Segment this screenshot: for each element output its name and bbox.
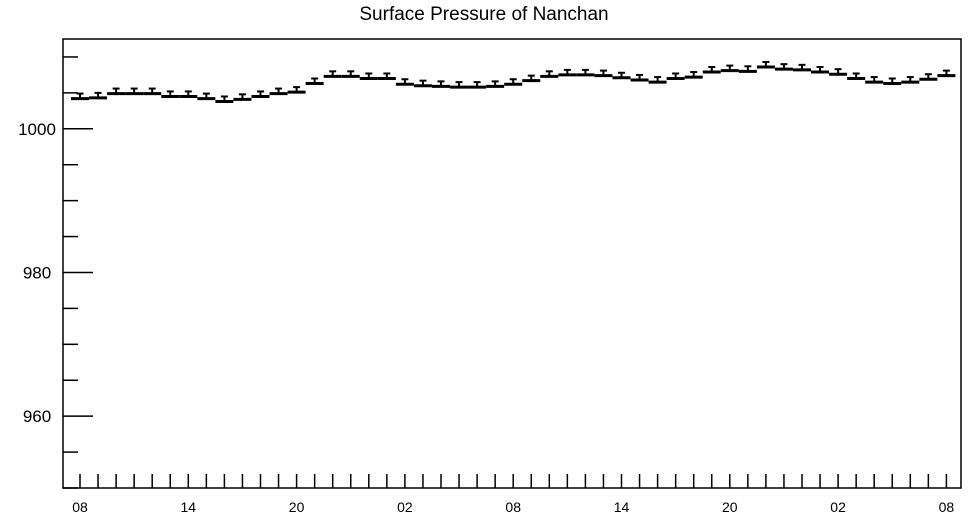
data-point [251,90,270,98]
data-point [89,91,108,100]
data-point [901,76,920,84]
data-point [305,77,324,86]
y-tick-label: 1000 [18,120,56,139]
data-point [161,90,180,98]
data-point [341,70,360,78]
data-point [143,87,162,96]
data-point [413,79,432,88]
data-point [359,72,378,81]
x-tick-label: 20 [722,499,738,515]
data-point [395,78,414,86]
x-tick-label: 08 [939,499,955,515]
data-point [937,69,956,78]
plot-frame [62,38,962,489]
data-point [107,87,126,96]
data-point [269,87,288,96]
data-point [323,70,342,78]
x-tick-label: 02 [830,499,846,515]
data-point [179,90,198,98]
data-point [504,78,523,86]
data-point [738,65,757,73]
data-point [666,72,685,81]
x-tick-label: 20 [289,499,305,515]
data-point [919,73,938,81]
data-point [811,66,830,74]
data-point [720,64,739,73]
data-point [865,76,884,84]
data-point [377,72,396,81]
data-point [883,77,902,86]
data-point [468,81,487,89]
data-point [774,63,793,71]
data-point [71,92,89,101]
x-tick-label: 14 [614,499,630,515]
data-point [847,72,866,81]
chart-title: Surface Pressure of Nanchan [359,4,609,25]
data-point [450,81,469,89]
x-tick-label: 08 [505,499,521,515]
data-point [125,87,144,96]
data-point [432,80,450,88]
x-tick-label: 14 [181,499,197,515]
data-point [486,80,505,88]
data-point [287,86,306,94]
data-point [522,74,541,83]
data-point [197,92,216,101]
x-tick-label: 08 [72,499,88,515]
x-tick-label: 02 [397,499,413,515]
data-point [594,69,613,78]
data-series [71,60,956,104]
data-point [630,73,649,82]
data-point [829,68,848,76]
data-point [702,66,721,74]
y-tick-label: 960 [23,407,51,426]
data-point [233,93,252,101]
data-point [648,76,667,84]
data-point [793,63,811,72]
data-point [684,71,703,79]
data-point [215,95,234,104]
data-point [540,70,559,78]
axes: 960 980 1000 08 14 20 02 08 14 20 02 08 [18,56,955,515]
data-point [558,68,577,77]
y-tick-label: 980 [23,263,51,282]
data-point [612,71,631,80]
data-point [756,60,775,69]
data-point [576,68,595,77]
